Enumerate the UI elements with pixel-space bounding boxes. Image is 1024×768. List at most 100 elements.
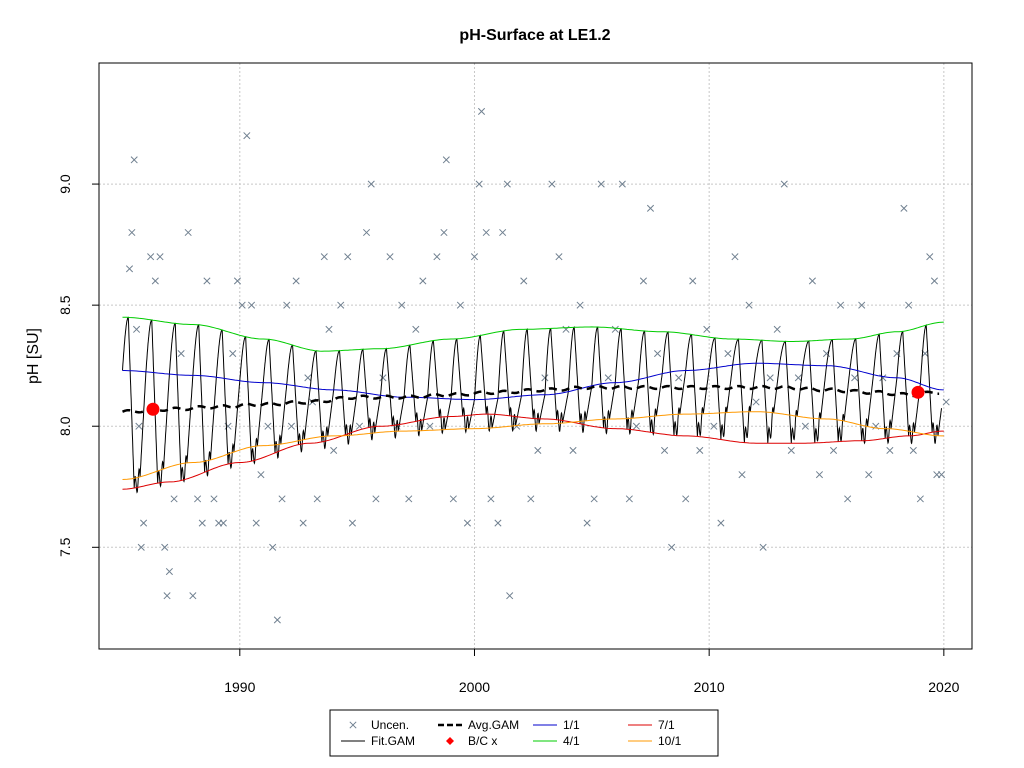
uncen-point bbox=[759, 543, 767, 551]
legend-label: B/C x bbox=[468, 734, 497, 748]
x-tick-label: 2010 bbox=[694, 679, 725, 695]
legend: Uncen. Fit.GAM Avg.GAM B/C x 1/1 4/1 7/1 10/1 bbox=[329, 709, 719, 757]
uncen-point bbox=[219, 519, 227, 527]
uncen-point bbox=[930, 277, 939, 285]
uncen-point bbox=[273, 616, 281, 624]
legend-item-fit-gam: Fit.GAM bbox=[341, 734, 415, 748]
uncen-point bbox=[362, 228, 371, 237]
uncen-point bbox=[668, 543, 676, 551]
uncen-point bbox=[555, 253, 563, 261]
uncen-point bbox=[865, 471, 873, 479]
uncen-point bbox=[541, 374, 549, 382]
legend-label: Fit.GAM bbox=[371, 734, 415, 748]
uncen-point bbox=[773, 325, 781, 333]
uncen-point bbox=[398, 301, 406, 309]
uncen-point bbox=[724, 350, 732, 358]
uncen-point bbox=[703, 325, 711, 333]
legend-item-7-1: 7/1 bbox=[628, 718, 675, 732]
uncen-point bbox=[766, 374, 774, 382]
uncen-point bbox=[583, 519, 591, 527]
x-tick-label: 1990 bbox=[224, 679, 255, 695]
uncen-point bbox=[151, 277, 159, 285]
y-axis-label: pH [SU] bbox=[25, 328, 42, 384]
uncen-point bbox=[165, 567, 173, 576]
series-oct-line bbox=[122, 411, 944, 480]
uncen-point bbox=[304, 374, 312, 382]
series-jul-line bbox=[122, 413, 944, 490]
grid bbox=[99, 63, 972, 649]
uncen-point bbox=[198, 519, 206, 527]
uncen-point bbox=[597, 180, 605, 188]
uncen-point bbox=[916, 495, 924, 503]
uncen-point bbox=[787, 446, 795, 454]
uncen-point bbox=[372, 495, 380, 503]
uncen-point bbox=[348, 519, 357, 527]
y-tick-label: 8.0 bbox=[57, 416, 73, 436]
uncen-point bbox=[313, 495, 321, 503]
uncen-point bbox=[269, 543, 277, 551]
uncen-point bbox=[520, 277, 528, 285]
uncen-point bbox=[194, 495, 202, 503]
uncen-point bbox=[433, 253, 441, 261]
uncen-point bbox=[513, 422, 521, 430]
uncen-point bbox=[494, 519, 502, 527]
uncen-point bbox=[379, 374, 387, 382]
legend-box bbox=[329, 709, 719, 757]
y-tick-label: 7.5 bbox=[57, 537, 73, 557]
y-tick-label: 8.5 bbox=[57, 295, 73, 315]
uncen-point bbox=[794, 374, 802, 382]
uncen-point bbox=[238, 301, 246, 309]
uncen-point bbox=[163, 592, 171, 600]
uncen-point bbox=[344, 253, 352, 261]
uncen-point bbox=[456, 301, 464, 309]
uncen-point bbox=[482, 228, 490, 237]
uncen-point bbox=[851, 374, 859, 382]
uncen-point bbox=[147, 253, 155, 261]
legend-item-10-1: 10/1 bbox=[628, 734, 682, 748]
uncen-point bbox=[858, 301, 866, 309]
uncen-point bbox=[717, 519, 725, 527]
legend-item-avg-gam: Avg.GAM bbox=[438, 718, 519, 732]
uncen-point bbox=[355, 422, 364, 430]
uncen-point bbox=[140, 519, 148, 527]
uncen-point bbox=[689, 277, 697, 285]
uncen-point bbox=[731, 253, 739, 261]
x-tick-label: 2020 bbox=[928, 679, 959, 695]
uncen-point bbox=[337, 301, 345, 309]
legend-swatch-cross bbox=[349, 721, 357, 729]
uncen-point bbox=[257, 471, 265, 479]
plot-frame bbox=[98, 62, 973, 650]
avg-gam-line bbox=[122, 384, 940, 414]
uncen-point bbox=[287, 422, 295, 430]
uncen-point bbox=[125, 265, 134, 273]
uncen-point bbox=[801, 422, 809, 430]
uncen-point bbox=[506, 592, 514, 600]
uncen-point bbox=[247, 301, 256, 309]
uncen-point bbox=[156, 253, 164, 261]
uncen-point bbox=[477, 107, 486, 115]
uncen-point bbox=[534, 446, 542, 454]
uncen-point bbox=[386, 253, 394, 261]
uncen-point bbox=[405, 495, 413, 503]
uncen-point bbox=[900, 204, 908, 212]
legend-label: 1/1 bbox=[563, 718, 580, 732]
uncen-point bbox=[942, 398, 950, 406]
fit-gam-line bbox=[122, 316, 942, 494]
uncen-point bbox=[137, 543, 145, 551]
legend-item-b-c-x: B/C x bbox=[446, 734, 497, 748]
uncen-point bbox=[682, 495, 690, 503]
legend-label: 4/1 bbox=[563, 734, 580, 748]
series-jan-line bbox=[122, 362, 944, 401]
uncen-point bbox=[233, 277, 242, 285]
uncen-point bbox=[499, 228, 507, 237]
uncen-point bbox=[909, 446, 917, 454]
bc-point bbox=[146, 402, 160, 416]
uncen-point bbox=[503, 180, 511, 188]
legend-item-uncen-: Uncen. bbox=[349, 718, 409, 732]
uncen-point bbox=[128, 228, 136, 237]
uncen-point bbox=[449, 495, 457, 503]
uncen-point bbox=[325, 325, 333, 333]
uncen-point bbox=[837, 301, 845, 309]
uncen-point bbox=[283, 301, 291, 309]
